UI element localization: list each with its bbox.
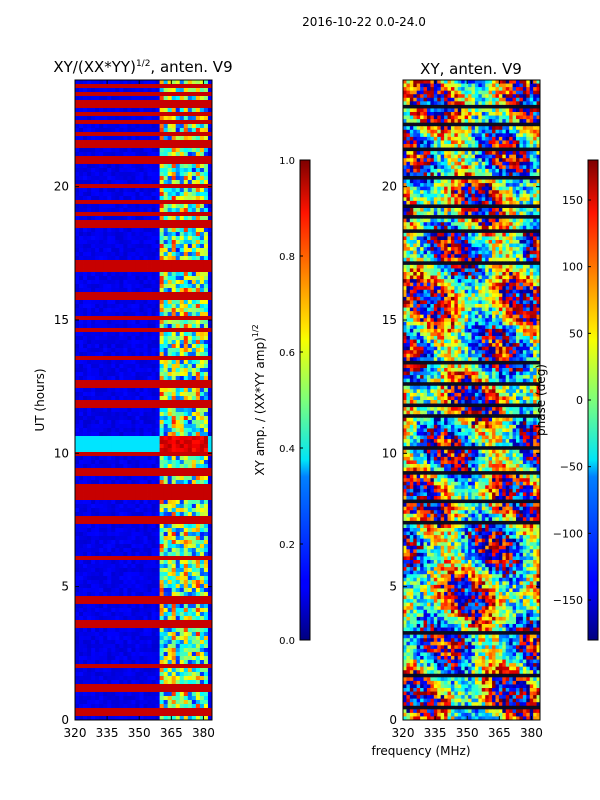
colorbar-tick-label: 0 xyxy=(576,394,583,407)
colorbar-tick-label: 150 xyxy=(562,194,583,207)
amplitude-colorbar xyxy=(299,159,311,641)
y-tick-label: 15 xyxy=(382,313,397,327)
colorbar-tick-label: −50 xyxy=(560,461,583,474)
y-tick-label: 20 xyxy=(54,180,69,194)
y-tick-label: 10 xyxy=(54,446,69,460)
x-tick-label: 380 xyxy=(192,726,215,740)
y-tick-label: 20 xyxy=(382,180,397,194)
x-tick-label: 350 xyxy=(456,726,479,740)
x-tick-label: 335 xyxy=(96,726,119,740)
phase-colorbar-label: phase (deg) xyxy=(534,364,548,436)
phase-heatmap xyxy=(403,80,541,721)
colorbar-tick-label: 1.0 xyxy=(279,156,295,167)
colorbar-tick-label: −100 xyxy=(553,527,583,540)
colorbar-tick-label: 0.4 xyxy=(279,444,295,455)
colorbar-tick-label: −150 xyxy=(553,594,583,607)
y-tick-label: 0 xyxy=(389,713,397,727)
amplitude-plot-frame xyxy=(74,79,213,721)
x-tick-label: 380 xyxy=(520,726,543,740)
x-tick-label: 365 xyxy=(488,726,511,740)
phase-panel-title: XY, anten. V9 xyxy=(420,60,522,78)
colorbar-tick-label: 0.8 xyxy=(279,252,295,263)
x-axis-label: frequency (MHz) xyxy=(371,744,470,758)
y-tick-label: 15 xyxy=(54,313,69,327)
figure-suptitle: 2016-10-22 0.0-24.0 xyxy=(302,15,426,29)
y-tick-label: 5 xyxy=(61,580,69,594)
x-tick-label: 320 xyxy=(392,726,415,740)
amplitude-heatmap xyxy=(75,80,213,721)
amplitude-colorbar-label: XY amp. / (XX*YY amp)1/2 xyxy=(251,324,267,475)
y-tick-label: 5 xyxy=(389,580,397,594)
x-tick-label: 335 xyxy=(424,726,447,740)
colorbar-tick-label: 50 xyxy=(569,327,583,340)
phase-plot-frame xyxy=(402,79,541,721)
x-tick-label: 365 xyxy=(160,726,183,740)
y-tick-label: 10 xyxy=(382,446,397,460)
colorbar-tick-label: 0.0 xyxy=(279,636,295,647)
amplitude-y-axis-label: UT (hours) xyxy=(33,368,47,431)
y-tick-label: 0 xyxy=(61,713,69,727)
colorbar-tick-label: 0.2 xyxy=(279,540,295,551)
x-tick-label: 320 xyxy=(64,726,87,740)
amplitude-panel-title: XY/(XX*YY)1/2, anten. V9 xyxy=(53,58,232,76)
x-tick-label: 350 xyxy=(128,726,151,740)
colorbar-tick-label: 100 xyxy=(562,261,583,274)
colorbar-tick-label: 0.6 xyxy=(279,348,295,359)
